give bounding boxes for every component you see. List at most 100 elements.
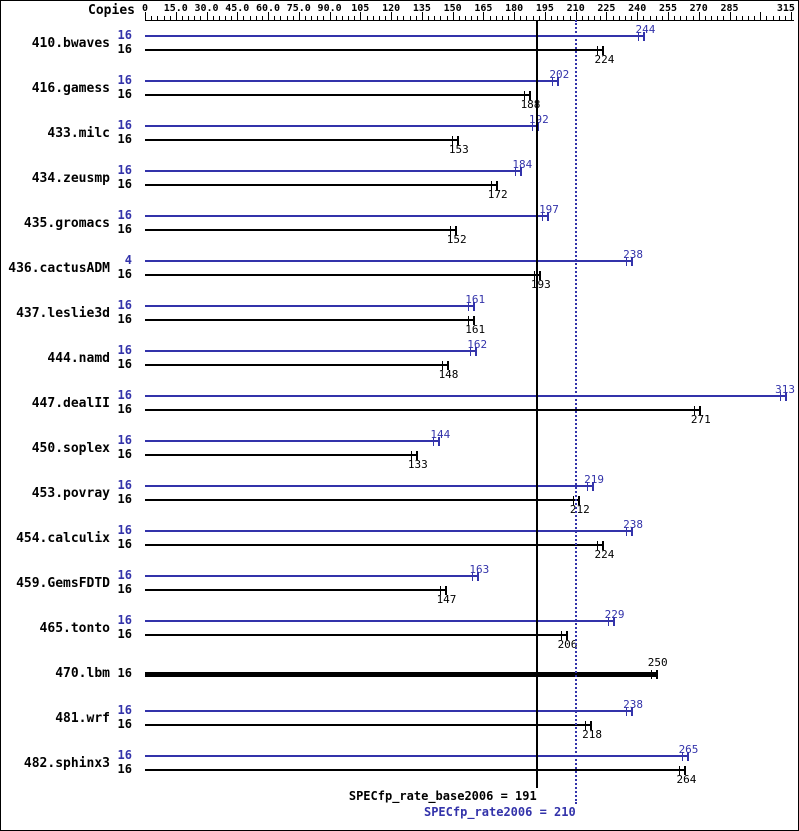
base-bar <box>145 724 593 726</box>
axis-major-tick <box>575 12 577 20</box>
axis-minor-tick <box>286 16 288 20</box>
peak-bar <box>145 125 539 127</box>
bar-end-tick <box>415 451 418 460</box>
bar-error-tick <box>441 361 443 370</box>
bar-end-tick <box>631 527 634 536</box>
peak-bar <box>145 575 480 577</box>
base-bar <box>145 589 447 591</box>
axis-major-tick <box>544 12 546 20</box>
peak-mean-label: SPECfp_rate2006 = 210 <box>423 805 576 819</box>
axis-minor-tick <box>274 16 276 20</box>
base-mean-label: SPECfp_rate_base2006 = 191 <box>348 789 537 803</box>
bar-error-tick <box>626 527 628 536</box>
bar-end-tick <box>536 122 539 131</box>
axis-minor-tick <box>735 16 737 20</box>
axis-minor-tick <box>218 16 220 20</box>
bar-end-tick <box>655 670 658 679</box>
axis-major-tick <box>791 12 792 20</box>
axis-minor-tick <box>434 16 436 20</box>
copies-value: 16 <box>117 748 132 762</box>
peak-value-label: 162 <box>467 338 488 351</box>
axis-minor-tick <box>366 16 368 20</box>
axis-minor-tick <box>618 16 620 20</box>
axis-major-tick <box>729 12 731 20</box>
base-value-label: 193 <box>530 278 551 291</box>
bar-end-tick <box>547 212 549 221</box>
axis-minor-tick <box>464 16 466 20</box>
axis-tick-label: 165 <box>474 3 493 14</box>
copies-value: 16 <box>117 357 132 371</box>
base-bar <box>145 634 568 636</box>
axis-major-tick <box>452 12 454 20</box>
peak-value-label: 161 <box>465 293 486 306</box>
base-value-label: 206 <box>557 638 578 651</box>
bar-end-tick <box>444 586 447 595</box>
axis-minor-tick <box>624 16 626 20</box>
benchmark-name: 482.sphinx3 <box>23 756 110 771</box>
peak-value-label: 202 <box>549 68 570 81</box>
peak-value-label: 144 <box>430 428 451 441</box>
axis-minor-tick <box>766 16 768 20</box>
copies-value: 16 <box>117 717 132 731</box>
copies-value: 16 <box>117 433 132 447</box>
base-bar <box>145 184 498 186</box>
axis-minor-tick <box>704 16 706 20</box>
benchmark-name: 450.soplex <box>31 441 110 456</box>
benchmark-name: 435.gromacs <box>23 216 110 231</box>
peak-bar <box>145 395 787 397</box>
base-bar <box>145 139 459 141</box>
axis-minor-tick <box>778 16 780 20</box>
base-bar <box>145 49 605 51</box>
axis-minor-tick <box>403 16 405 20</box>
bar-error-tick <box>468 302 470 311</box>
axis-minor-tick <box>354 16 356 20</box>
axis-major-tick <box>668 12 669 20</box>
bar-end-tick <box>475 347 478 356</box>
axis-minor-tick <box>495 16 497 20</box>
copies-value: 16 <box>117 666 132 680</box>
axis-tick-label: 30.0 <box>194 3 219 14</box>
peak-bar <box>145 530 634 532</box>
copies-value: 16 <box>117 402 132 416</box>
axis-major-tick <box>637 12 639 20</box>
copies-value: 16 <box>117 703 132 717</box>
axis-minor-tick <box>409 16 411 20</box>
bar-end-tick <box>557 77 560 86</box>
bar-end-tick <box>592 482 595 491</box>
bar-end-tick <box>590 721 593 730</box>
axis-minor-tick <box>563 16 565 20</box>
axis-minor-tick <box>674 16 676 20</box>
peak-value-label: 238 <box>623 248 644 261</box>
axis-minor-tick <box>588 16 589 20</box>
bar-end-tick <box>577 496 580 505</box>
axis-minor-tick <box>649 16 651 20</box>
copies-value: 16 <box>117 312 132 326</box>
bar-error-tick <box>607 617 609 626</box>
bar-end-tick <box>602 541 605 550</box>
axis-minor-tick <box>538 16 540 20</box>
axis-tick-label: 285 <box>720 3 739 14</box>
axis-minor-tick <box>280 16 282 20</box>
bar-end-tick <box>631 707 634 716</box>
axis-minor-tick <box>163 16 165 20</box>
bar-error-tick <box>638 32 640 41</box>
axis-minor-tick <box>600 16 602 20</box>
axis-minor-tick <box>551 16 553 20</box>
axis-minor-tick <box>680 16 682 20</box>
peak-value-label: 265 <box>678 743 699 756</box>
bar-error-tick <box>587 482 589 491</box>
base-value-label: 188 <box>520 98 541 111</box>
copies-value: 16 <box>117 582 132 596</box>
axis-minor-tick <box>181 16 183 20</box>
copies-value: 16 <box>117 492 132 506</box>
axis-tick-label: 195 <box>535 3 554 14</box>
base-value-label: 172 <box>487 188 508 201</box>
axis-minor-tick <box>772 16 774 20</box>
bar-error-tick <box>597 541 599 550</box>
peak-value-label: 244 <box>635 23 656 36</box>
axis-minor-tick <box>747 16 749 20</box>
copies-value: 16 <box>117 343 132 357</box>
base-bar <box>145 364 449 366</box>
axis-minor-tick <box>200 16 202 20</box>
peak-bar <box>145 755 689 757</box>
